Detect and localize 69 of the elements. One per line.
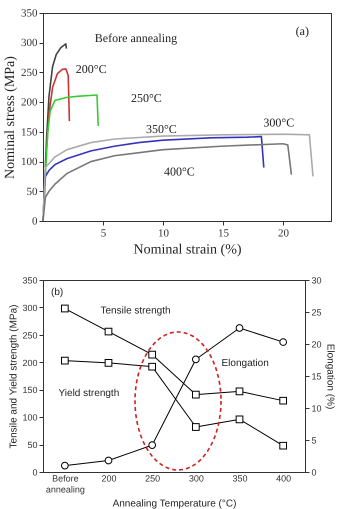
line-series xyxy=(42,133,314,222)
x-tick-label: 20 xyxy=(278,228,290,240)
y2-tick-label: 20 xyxy=(312,340,322,350)
annotation: (b) xyxy=(51,287,64,298)
point xyxy=(192,390,200,399)
point xyxy=(192,423,200,431)
point xyxy=(279,338,288,346)
y-axis-title: Tensile and Yield strength (MPa) xyxy=(8,304,20,448)
y-tick-label: 350 xyxy=(21,8,38,20)
y2-tick-label: 30 xyxy=(312,276,322,286)
x-tick-label: 10 xyxy=(158,228,170,240)
point xyxy=(236,324,244,332)
y2-axis-title: Elongation (%) xyxy=(324,344,336,410)
y-tick-label: 300 xyxy=(21,37,38,50)
y-tick-label: 250 xyxy=(21,66,38,79)
y2-tick-label: 0 xyxy=(312,468,317,478)
y2-tick-label: 5 xyxy=(312,436,317,446)
point xyxy=(60,462,69,470)
x-tick-label: 400 xyxy=(276,474,292,484)
text: 250°C xyxy=(131,91,162,106)
y-tick-label: 100 xyxy=(21,156,38,168)
x-tick-label: Before annealing xyxy=(46,474,85,494)
y-tick-label: 50 xyxy=(27,440,38,450)
x-axis-title: Nominal strain (%) xyxy=(133,242,242,258)
y-tick-label: 200 xyxy=(22,358,38,368)
series-label: 300°C xyxy=(263,116,294,130)
y2-tick-label: 25 xyxy=(312,308,322,318)
text: Yield strength xyxy=(58,388,120,399)
y-tick-label: 150 xyxy=(22,385,38,396)
series-label: 400°C xyxy=(164,164,195,179)
point xyxy=(236,415,244,424)
y-tick-label: 0 xyxy=(32,216,38,228)
point xyxy=(104,456,112,464)
y-tick-label: 0 xyxy=(32,468,38,478)
line-series xyxy=(42,142,292,222)
series-label: 200°C xyxy=(76,62,107,76)
x-tick-label: 300 xyxy=(188,474,204,484)
y-tick-label: 50 xyxy=(26,186,38,198)
x-axis-title: Annealing Temperature (°C) xyxy=(112,498,236,509)
x-tick-label: 15 xyxy=(218,228,230,240)
y-tick-label: 300 xyxy=(22,302,38,313)
y-tick-label: 250 xyxy=(22,330,38,340)
point xyxy=(104,358,112,367)
point xyxy=(192,356,200,364)
point xyxy=(279,442,288,450)
y-axis-title: Nominal stress (MPa) xyxy=(3,56,18,179)
y-tick-label: 150 xyxy=(21,126,38,138)
point xyxy=(148,441,156,449)
y-tick-label: 100 xyxy=(22,412,38,423)
x-tick-label: 5 xyxy=(100,228,107,240)
point xyxy=(148,350,156,358)
x-tick-label: 200 xyxy=(101,474,117,484)
x-tick-label: 350 xyxy=(232,474,248,484)
y2-tick-label: 15 xyxy=(312,372,322,382)
point xyxy=(104,328,112,336)
point xyxy=(60,356,69,364)
point xyxy=(60,304,69,312)
y2-tick-label: 10 xyxy=(312,404,322,414)
series-label: Elongation xyxy=(222,358,269,369)
point xyxy=(236,388,244,396)
point xyxy=(279,396,288,405)
series-label: Tensile strength xyxy=(100,306,171,317)
text: Before annealing xyxy=(94,30,178,45)
x-tick-label: 250 xyxy=(145,474,160,484)
series-label: 350°C xyxy=(146,122,177,136)
point xyxy=(148,362,156,371)
y-tick-label: 350 xyxy=(22,276,38,286)
y-tick-label: 200 xyxy=(21,96,38,109)
annotation: (a) xyxy=(296,24,309,38)
